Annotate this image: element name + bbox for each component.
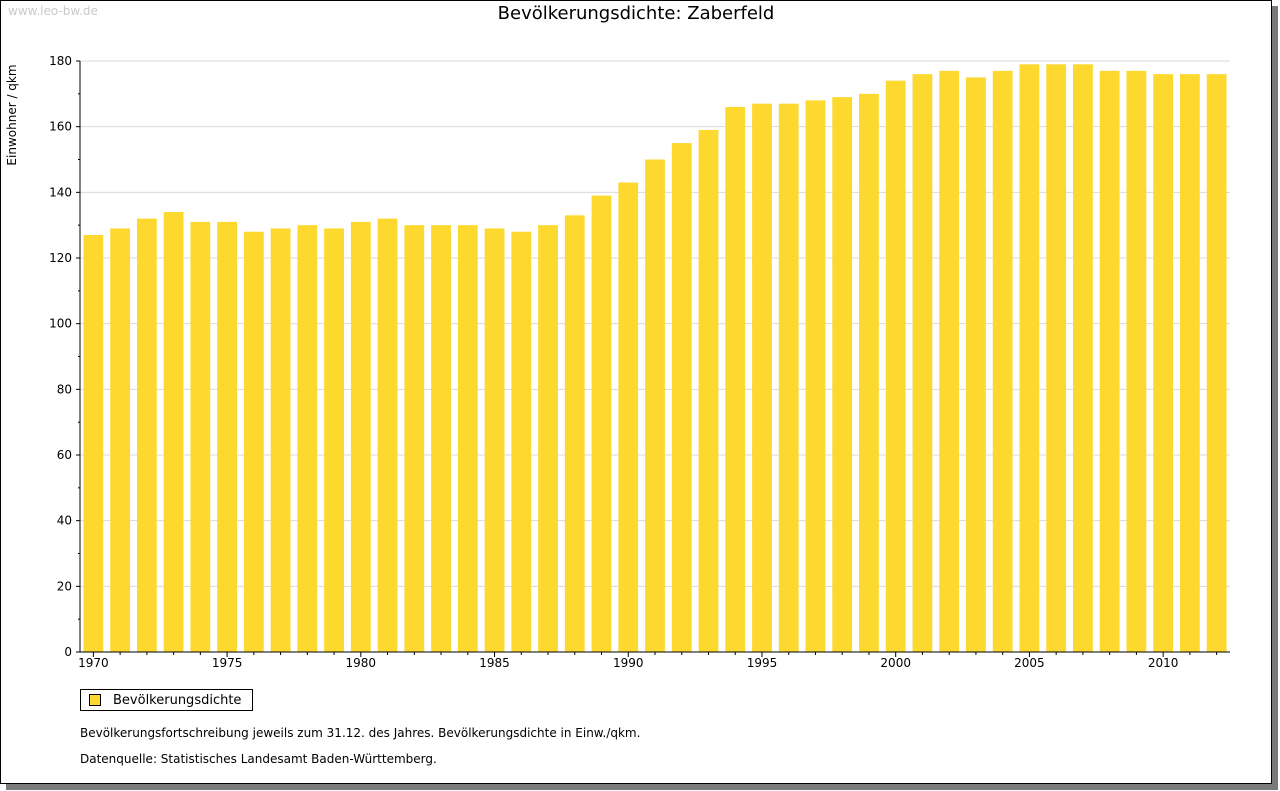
y-tick-label: 60 [57, 448, 72, 462]
x-tick-label: 1995 [747, 656, 778, 670]
x-tick-label: 1990 [613, 656, 644, 670]
y-tick-label: 100 [49, 317, 72, 331]
bar [457, 225, 478, 652]
bar [83, 235, 104, 652]
bar [404, 225, 425, 652]
bar [1153, 74, 1174, 653]
y-tick-label: 80 [57, 382, 72, 396]
bar [324, 228, 344, 652]
chart-title: Bevölkerungsdichte: Zaberfeld [497, 3, 775, 24]
y-tick-label: 120 [49, 251, 72, 265]
y-tick-label: 20 [57, 579, 72, 593]
bar [1073, 64, 1093, 653]
bar [1099, 70, 1120, 653]
bar [538, 225, 558, 652]
footnote-source: Datenquelle: Statistisches Landesamt Bad… [80, 752, 437, 766]
bar [1179, 74, 1200, 653]
bar [350, 221, 371, 652]
footnote-description: Bevölkerungsfortschreibung jeweils zum 3… [80, 726, 641, 740]
bar [618, 182, 639, 652]
bar [564, 215, 585, 653]
x-tick-label: 2000 [880, 656, 911, 670]
bar [805, 100, 826, 652]
bar [1126, 70, 1147, 653]
x-tick-label: 1975 [212, 656, 243, 670]
x-tick-label: 2005 [1014, 656, 1045, 670]
bar [270, 228, 291, 652]
bar [484, 228, 505, 652]
bar [591, 195, 612, 652]
legend: Bevölkerungsdichte [80, 689, 253, 711]
bar [778, 103, 799, 652]
bar [243, 231, 264, 652]
bar [431, 225, 451, 652]
bar [885, 80, 906, 652]
bar [939, 70, 960, 653]
x-tick-label: 2010 [1148, 656, 1179, 670]
bar [136, 218, 157, 652]
watermark: www.leo-bw.de [8, 4, 98, 18]
bar [725, 106, 746, 652]
bar [190, 221, 211, 652]
bar [671, 143, 692, 653]
bar [297, 225, 318, 652]
y-tick-label: 40 [57, 514, 72, 528]
bar [859, 93, 879, 653]
bar [912, 74, 933, 653]
frame-shadow-bottom [6, 784, 1278, 790]
bar [1019, 64, 1040, 653]
bar [645, 159, 665, 652]
bar [511, 231, 532, 652]
bar [377, 218, 398, 652]
y-tick-label: 0 [64, 645, 72, 659]
legend-swatch [89, 694, 101, 706]
bar [752, 103, 772, 652]
bar [110, 228, 131, 652]
bar [966, 77, 986, 652]
bar [1206, 74, 1227, 653]
bar [217, 221, 237, 652]
bar [698, 129, 719, 652]
bar [163, 212, 184, 653]
x-tick-label: 1980 [346, 656, 377, 670]
x-tick-label: 1970 [78, 656, 109, 670]
frame-shadow-right [1272, 6, 1278, 790]
x-tick-label: 1985 [479, 656, 510, 670]
bar [832, 97, 853, 652]
legend-label: Bevölkerungsdichte [113, 692, 242, 708]
bar [1046, 64, 1067, 653]
y-tick-label: 180 [49, 54, 72, 68]
bar [992, 70, 1013, 653]
y-tick-label: 140 [49, 185, 72, 199]
y-tick-label: 160 [49, 120, 72, 134]
